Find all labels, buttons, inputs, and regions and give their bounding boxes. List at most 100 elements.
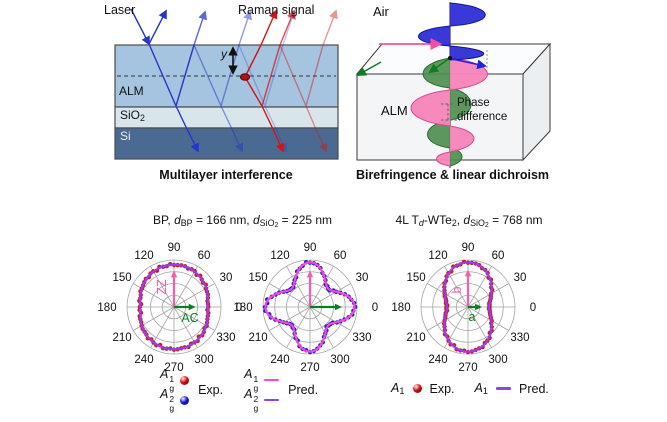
alm-layer-label: ALM (119, 84, 144, 98)
birefringence-caption: Birefringence & linear dichroism (355, 168, 550, 182)
svg-text:300: 300 (194, 354, 213, 366)
exp-legend-label: Exp. (198, 383, 224, 397)
svg-text:0: 0 (530, 302, 536, 314)
svg-text:330: 330 (216, 332, 235, 344)
svg-text:30: 30 (220, 272, 233, 284)
ag2-exp-dot (180, 395, 190, 405)
air-label: Air (373, 4, 389, 19)
wte2-legend: A1 Exp. A1 Pred. (391, 381, 549, 396)
a1-exp-dot (412, 384, 422, 393)
exp-data-dots (441, 259, 495, 355)
svg-text:0: 0 (236, 302, 242, 314)
laser-label: Laser (104, 3, 136, 17)
pred-line (443, 261, 493, 353)
si-layer-label: Si (120, 129, 131, 143)
laser-rays (130, 8, 297, 153)
svg-text:330: 330 (352, 332, 371, 344)
phase-difference-bracket (441, 103, 460, 121)
svg-text:270: 270 (458, 362, 477, 374)
svg-text:120: 120 (428, 250, 447, 262)
axis-arrow (306, 270, 314, 307)
polar-grid (126, 259, 222, 355)
a1-mode-label-pred: A1 (474, 381, 489, 396)
axis-arrow-label: ZZ (155, 279, 169, 295)
svg-text:180: 180 (97, 302, 116, 314)
a1-mode-label: A1 (391, 381, 405, 396)
svg-text:150: 150 (248, 272, 267, 284)
fast-wave (410, 57, 488, 167)
surface-direction-arrow (428, 57, 451, 74)
refraction-point-dot (448, 56, 452, 60)
diagrams-svg (114, 2, 552, 168)
svg-text:210: 210 (112, 332, 131, 344)
svg-text:90: 90 (462, 242, 475, 254)
incident-wave (418, 2, 486, 61)
svg-text:120: 120 (270, 250, 289, 262)
ag1-exp-dot (180, 375, 190, 385)
svg-text:240: 240 (270, 354, 289, 366)
phase-difference-label: Phase difference (457, 97, 508, 124)
svg-text:330: 330 (510, 332, 529, 344)
multilayer-caption: Multilayer interference (159, 168, 293, 182)
pred-line (264, 261, 356, 353)
svg-text:300: 300 (330, 354, 349, 366)
axis-arrow (310, 303, 342, 311)
axis-arrow: AC (174, 303, 199, 325)
svg-text:0: 0 (372, 302, 378, 314)
wte2-plot-title: 4L Td-WTe2, dSiO2 = 768 nm (395, 213, 543, 229)
svg-text:60: 60 (198, 250, 211, 262)
raman-rays (244, 9, 338, 153)
svg-text:60: 60 (492, 250, 505, 262)
ag1-pred-line (264, 378, 280, 382)
svg-text:210: 210 (406, 332, 425, 344)
svg-text:30: 30 (514, 272, 527, 284)
axis-arrow: a (468, 303, 483, 324)
svg-text:120: 120 (134, 250, 153, 262)
svg-text:30: 30 (356, 272, 369, 284)
axis-arrow-label: a (469, 310, 476, 324)
pred-legend-label: Pred. (288, 383, 319, 397)
exp-data-dots (136, 261, 211, 352)
wte2-pred-label: Pred. (519, 381, 549, 396)
alm-box-label: ALM (381, 103, 408, 118)
svg-text:90: 90 (168, 242, 181, 254)
svg-text:180: 180 (233, 302, 252, 314)
refracted-direction-arrow (451, 58, 487, 70)
sio2-layer-label: SiO2 (120, 108, 145, 123)
svg-text:90: 90 (304, 242, 317, 254)
pred-line (139, 263, 209, 351)
svg-text:180: 180 (391, 302, 410, 314)
a1-pred-line (496, 387, 512, 390)
svg-text:240: 240 (134, 354, 153, 366)
polar-grid (262, 259, 358, 355)
svg-text:60: 60 (334, 250, 347, 262)
axis-arrow: ZZ (155, 270, 178, 307)
polar-grid (420, 259, 516, 355)
svg-text:240: 240 (428, 354, 447, 366)
y-label: y (221, 47, 227, 61)
exp-data-dots (262, 259, 358, 355)
bp-plot-title: BP, dBP = 166 nm, dSiO2 = 225 nm (152, 213, 333, 229)
ag2-pred-line (264, 398, 280, 402)
axis-arrow-label: b (450, 286, 464, 293)
wte2-exp-label: Exp. (429, 381, 455, 396)
si-layer (114, 127, 339, 160)
scatterer-dot (239, 73, 251, 81)
corner-direction-arrow (356, 61, 382, 76)
svg-text:150: 150 (406, 272, 425, 284)
raman-signal-label: Raman signal (238, 3, 315, 17)
svg-text:150: 150 (112, 272, 131, 284)
